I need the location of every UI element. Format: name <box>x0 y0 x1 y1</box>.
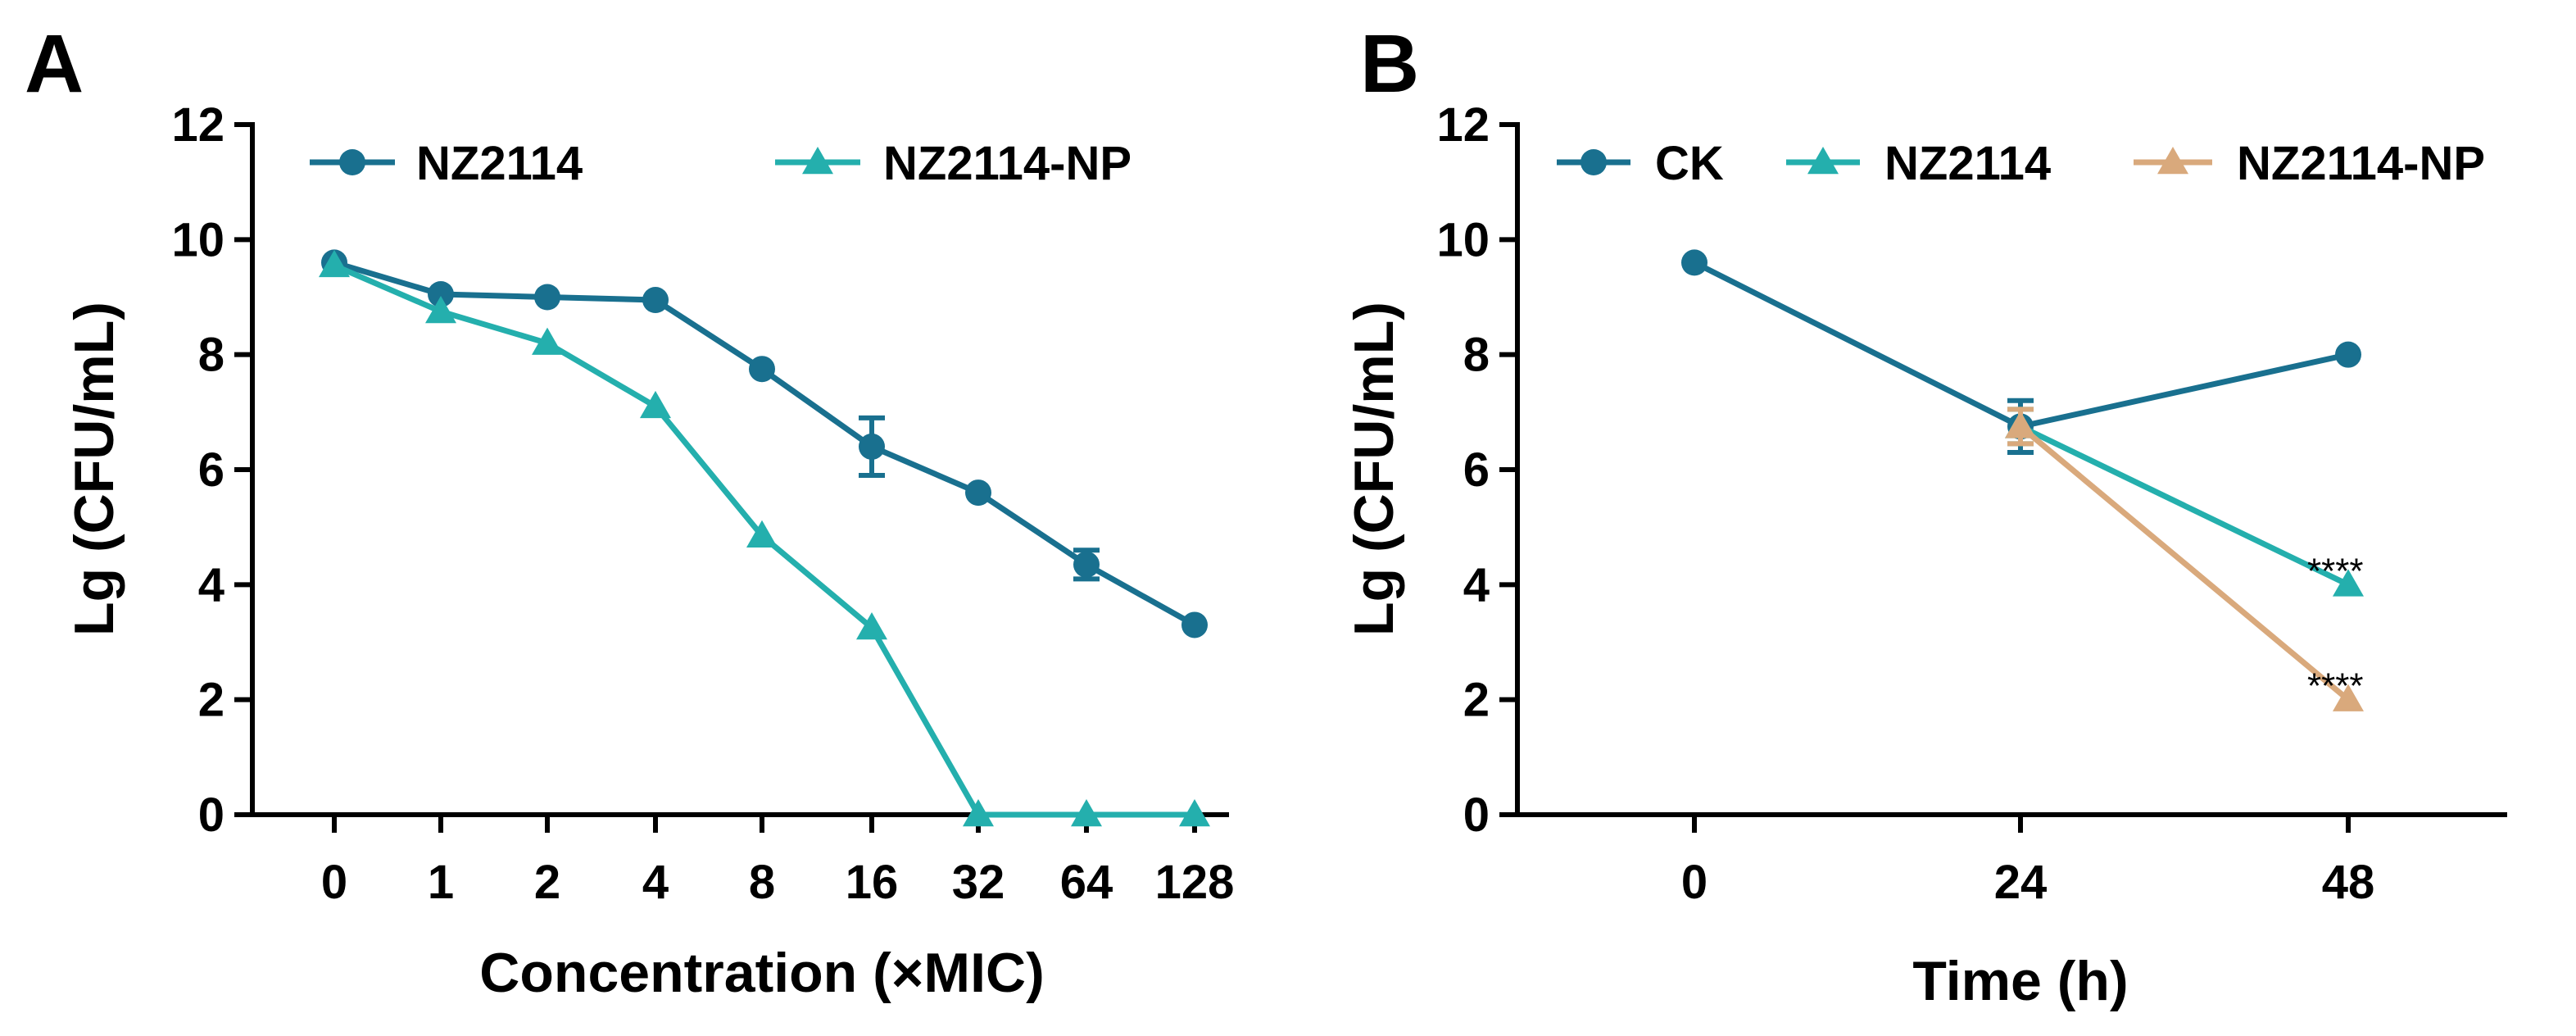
x-tick-label: 64 <box>1060 856 1113 909</box>
legend-item-ck: CK <box>1557 137 1724 190</box>
data-point <box>2333 684 2364 711</box>
panel-label: A <box>25 18 84 110</box>
series-line <box>2018 424 2351 702</box>
legend-marker <box>1581 149 1607 175</box>
y-tick-label: 12 <box>1436 98 1490 152</box>
x-tick-label: 128 <box>1155 856 1235 909</box>
legend-item-nz2114: NZ2114 <box>310 137 583 190</box>
y-tick-label: 6 <box>1463 443 1490 497</box>
x-tick-label: 48 <box>2322 856 2375 909</box>
y-tick-label: 10 <box>1436 213 1490 266</box>
x-axis-title: Concentration (×MIC) <box>479 942 1044 1004</box>
legend-label: CK <box>1655 137 1724 190</box>
x-tick-label: 0 <box>321 856 347 909</box>
legend-label: NZ2114 <box>1884 137 2051 190</box>
series-nz2114 <box>321 249 1208 638</box>
data-point <box>746 520 778 548</box>
x-tick-label: 8 <box>749 856 775 909</box>
x-tick-label: 1 <box>428 856 454 909</box>
y-tick-label: 6 <box>198 443 224 497</box>
x-tick-label: 16 <box>846 856 899 909</box>
y-tick-label: 2 <box>1463 674 1490 727</box>
legend-label: NZ2114-NP <box>883 137 1132 190</box>
legend-marker <box>339 149 365 175</box>
data-point <box>1071 799 1102 827</box>
series-nz2114-np <box>2005 407 2364 711</box>
data-point <box>428 280 454 307</box>
data-point <box>1179 799 1210 827</box>
x-tick-label: 24 <box>1994 856 2048 909</box>
series-nz2114-np <box>319 249 1210 827</box>
data-point <box>425 296 456 324</box>
x-tick-label: 4 <box>642 856 669 909</box>
legend-item-nz2114-np: NZ2114-NP <box>2134 137 2485 190</box>
y-axis-title: Lg (CFU/mL) <box>1343 302 1405 636</box>
legend-item-nz2114: NZ2114 <box>1786 137 2051 190</box>
y-tick-label: 8 <box>1463 329 1490 382</box>
data-point <box>319 249 350 278</box>
panel-label: B <box>1360 18 1419 110</box>
y-tick-label: 10 <box>171 213 224 266</box>
data-point <box>856 611 887 640</box>
data-point <box>532 327 563 355</box>
data-point <box>2335 341 2361 368</box>
y-tick-label: 8 <box>198 329 224 382</box>
legend-marker <box>1807 147 1839 175</box>
series-line <box>2019 424 2350 588</box>
data-point <box>965 479 991 507</box>
significance-label: **** <box>2307 666 2364 707</box>
legend-marker <box>802 147 833 175</box>
legend-label: NZ2114 <box>416 137 583 190</box>
x-tick-label: 0 <box>1681 856 1708 909</box>
x-axis-title: Time (h) <box>1912 950 2128 1012</box>
data-point <box>1073 551 1100 578</box>
y-tick-label: 12 <box>171 98 224 152</box>
data-point <box>2005 411 2036 438</box>
y-tick-label: 4 <box>1463 558 1490 611</box>
significance-label: **** <box>2307 551 2364 591</box>
data-point <box>642 287 669 314</box>
legend-marker <box>2157 147 2188 175</box>
data-point <box>534 284 560 311</box>
data-point <box>749 356 775 383</box>
data-point <box>1181 611 1208 638</box>
data-point <box>963 799 994 827</box>
x-tick-label: 2 <box>534 856 560 909</box>
legend-label: NZ2114-NP <box>2237 137 2485 190</box>
y-tick-label: 4 <box>198 558 224 611</box>
y-tick-label: 0 <box>198 788 224 842</box>
y-tick-label: 2 <box>198 674 224 727</box>
y-axis-title: Lg (CFU/mL) <box>63 302 125 636</box>
legend-item-nz2114-np: NZ2114-NP <box>775 137 1132 190</box>
data-point <box>2333 569 2364 597</box>
data-point <box>859 433 885 460</box>
y-tick-label: 0 <box>1463 788 1490 842</box>
data-point <box>1681 249 1708 276</box>
x-tick-label: 32 <box>952 856 1005 909</box>
data-point <box>640 390 671 419</box>
